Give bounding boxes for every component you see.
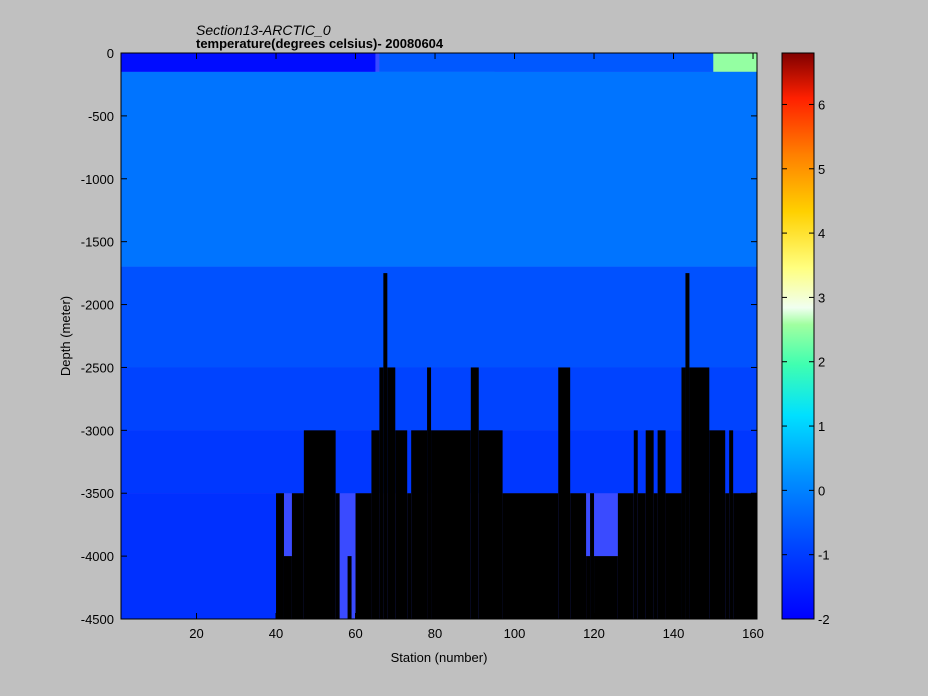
x-tick-label: 60 (348, 626, 362, 641)
bathymetry-column (283, 556, 292, 619)
x-tick-label: 140 (663, 626, 685, 641)
bathymetry-column (645, 430, 654, 619)
bathymetry-column (395, 430, 408, 619)
temperature-cell (713, 53, 757, 72)
bathymetry-column (558, 367, 571, 619)
temperature-cell (121, 266, 757, 368)
y-tick-label: 0 (107, 46, 114, 61)
bathymetry-column (633, 430, 638, 619)
bathymetry-mask (276, 273, 757, 619)
colorbar-tick-label: -2 (818, 612, 830, 627)
temperature-cell (121, 71, 757, 267)
bathymetry-column (383, 273, 388, 619)
bathymetry-column (689, 367, 710, 619)
bathymetry-column (617, 493, 634, 619)
bathymetry-column (347, 556, 352, 619)
x-tick-label: 160 (742, 626, 764, 641)
x-tick-label: 80 (428, 626, 442, 641)
colorbar-tick-label: 4 (818, 226, 825, 241)
bathymetry-column (431, 430, 471, 619)
x-tick-label: 100 (504, 626, 526, 641)
colorbar-tick-label: 2 (818, 355, 825, 370)
y-tick-label: -2500 (81, 360, 114, 375)
colorbar-tick-label: -1 (818, 548, 830, 563)
bathymetry-column (586, 556, 591, 619)
y-tick-label: -4500 (81, 612, 114, 627)
y-tick-label: -3000 (81, 423, 114, 438)
bathymetry-column (478, 430, 503, 619)
colorbar-tick-label: 6 (818, 97, 825, 112)
bathymetry-column (470, 367, 479, 619)
bathymetry-column (729, 430, 734, 619)
y-axis: 0 -500 -1000 -1500 -2000 -2500 -3000 -3500 -4000… (81, 46, 757, 627)
bathymetry-column (681, 367, 686, 619)
chart-subtitle: temperature(degrees celsius)- 20080604 (196, 36, 444, 51)
bathymetry-column (303, 430, 336, 619)
bathymetry-column (733, 493, 757, 619)
y-axis-label: Depth (meter) (58, 296, 73, 376)
bathymetry-column (411, 430, 428, 619)
colorbar-axis: -2 -1 0 1 2 3 4 5 6 (782, 97, 830, 627)
bathymetry-column (653, 493, 658, 619)
bathymetry-column (590, 493, 595, 619)
x-tick-label: 120 (583, 626, 605, 641)
y-tick-label: -1500 (81, 235, 114, 250)
bathymetry-column (427, 367, 432, 619)
bathymetry-column (594, 556, 618, 619)
bathymetry-column (276, 493, 284, 619)
colorbar-tick-label: 5 (818, 162, 825, 177)
temperature-cell (121, 53, 376, 72)
bathymetry-column (665, 493, 682, 619)
colorbar-tick-label: 1 (818, 419, 825, 434)
bathymetry-column (637, 493, 646, 619)
bathymetry-column (335, 493, 340, 619)
bathymetry-column (355, 493, 372, 619)
chart-title: Section13-ARCTIC_0 (196, 22, 331, 38)
plot-frame (120, 52, 758, 620)
bathymetry-column (502, 493, 559, 619)
y-tick-label: -1000 (81, 172, 114, 187)
y-tick-label: -4000 (81, 549, 114, 564)
temperature-cell (121, 493, 277, 619)
bathymetry-column (379, 367, 384, 619)
x-axis: 20 40 60 80 100 120 140 160 (189, 53, 764, 641)
bathymetry-column (407, 493, 412, 619)
temperature-cell (379, 53, 714, 72)
y-tick-label: -2000 (81, 298, 114, 313)
temperature-cell (121, 367, 757, 431)
colorbar-tick-label: 3 (818, 290, 825, 305)
bathymetry-column (387, 367, 396, 619)
bathymetry-column (657, 430, 666, 619)
bathymetry-column (709, 430, 726, 619)
colorbar-tick-label: 0 (818, 483, 825, 498)
x-axis-label: Station (number) (391, 650, 488, 665)
y-tick-label: -500 (88, 109, 114, 124)
bathymetry-column (371, 430, 380, 619)
bathymetry-column (570, 493, 587, 619)
bathymetry-column (291, 493, 304, 619)
x-tick-label: 40 (269, 626, 283, 641)
bathymetry-column (725, 493, 730, 619)
y-tick-label: -3500 (81, 486, 114, 501)
bathymetry-column (685, 273, 690, 619)
x-tick-label: 20 (189, 626, 203, 641)
colorbar (781, 52, 815, 620)
